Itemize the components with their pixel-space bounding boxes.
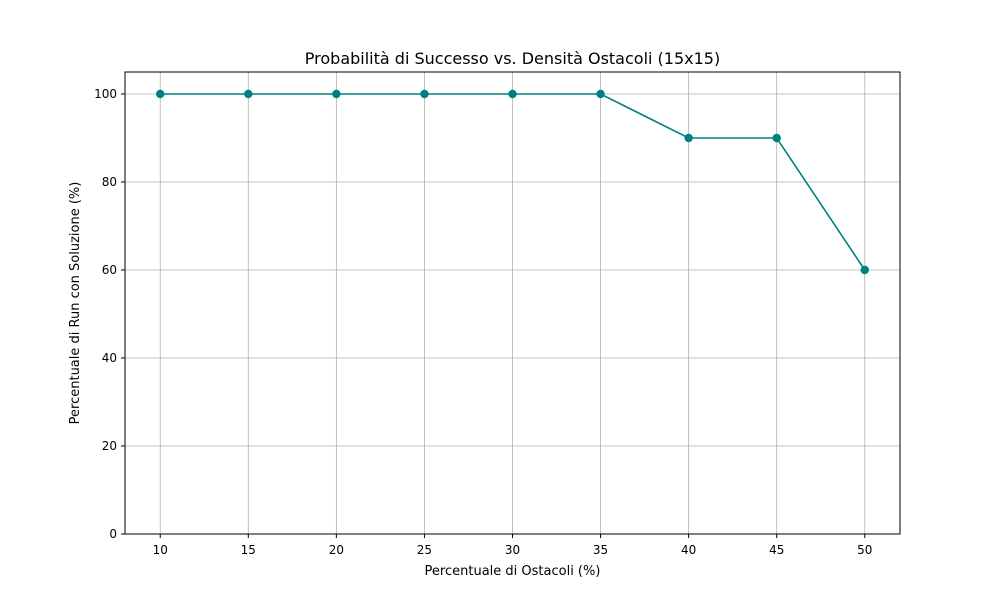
- data-point: [332, 89, 341, 99]
- y-tick-label: 60: [102, 263, 117, 277]
- y-tick-label: 0: [109, 527, 117, 541]
- data-point: [244, 89, 253, 99]
- x-axis-label: Percentuale di Ostacoli (%): [425, 564, 601, 579]
- y-axis-label: Percentuale di Run con Soluzione (%): [68, 182, 83, 425]
- x-tick-label: 35: [593, 543, 608, 557]
- y-tick-label: 20: [102, 439, 117, 453]
- x-tick-label: 10: [153, 543, 168, 557]
- x-tick-label: 45: [769, 543, 784, 557]
- y-tick-label: 100: [94, 87, 117, 101]
- data-point: [420, 89, 429, 99]
- data-point: [860, 265, 869, 275]
- x-tick-label: 30: [505, 543, 520, 557]
- chart-title: Probabilità di Successo vs. Densità Osta…: [305, 49, 720, 68]
- data-point: [508, 89, 517, 99]
- y-tick-label: 80: [102, 175, 117, 189]
- series-line: [156, 89, 869, 275]
- data-point: [156, 89, 165, 99]
- data-point: [596, 89, 605, 99]
- x-tick-label: 20: [329, 543, 344, 557]
- x-tick-label: 40: [681, 543, 696, 557]
- x-tick-label: 15: [241, 543, 256, 557]
- y-axis-ticks: 0 20 40 60 80 100: [94, 87, 125, 541]
- x-axis-ticks: 10 15 20 25 30 35 40 45 50: [153, 534, 872, 557]
- x-tick-label: 50: [857, 543, 872, 557]
- data-point: [684, 133, 693, 143]
- x-tick-label: 25: [417, 543, 432, 557]
- y-tick-label: 40: [102, 351, 117, 365]
- data-point: [772, 133, 781, 143]
